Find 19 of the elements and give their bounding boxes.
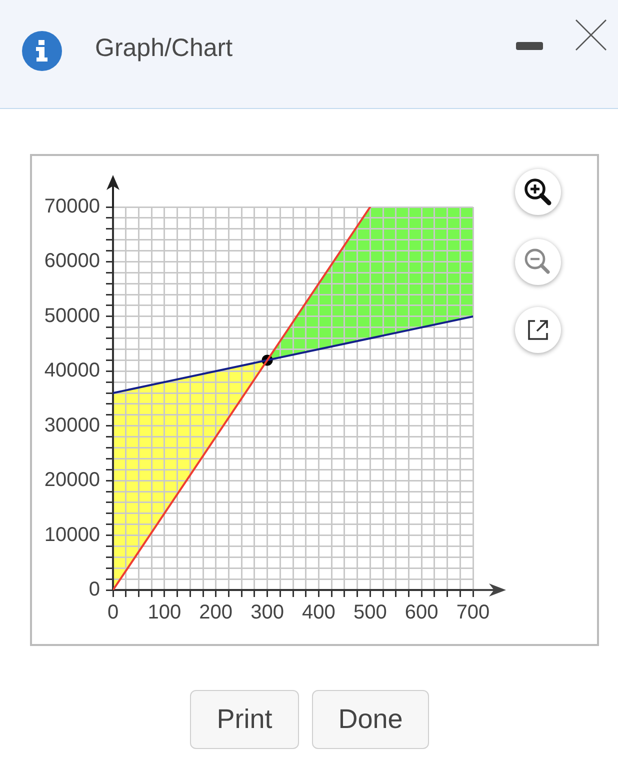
button: Print bbox=[190, 690, 299, 749]
x-tick-label: 0 bbox=[107, 602, 119, 624]
x-tick-label: 600 bbox=[404, 602, 438, 624]
x-tick-label: 700 bbox=[456, 602, 490, 624]
x-tick-label: 100 bbox=[148, 602, 182, 624]
y-tick-label: 30000 bbox=[44, 414, 100, 436]
button: Done bbox=[312, 690, 429, 749]
x-tick-label: 300 bbox=[250, 602, 284, 624]
y-tick-label: 10000 bbox=[44, 524, 100, 546]
y-tick-label: 70000 bbox=[44, 196, 100, 218]
y-tick-label: 60000 bbox=[44, 250, 100, 272]
x-tick-label: 500 bbox=[353, 602, 387, 624]
y-tick-label: 0 bbox=[88, 578, 100, 601]
y-tick-label: 40000 bbox=[44, 360, 100, 382]
x-tick-label: 200 bbox=[199, 602, 233, 624]
y-tick-label: 50000 bbox=[44, 304, 100, 327]
y-tick-label: 20000 bbox=[44, 469, 100, 492]
chart-title: Graph/Chart bbox=[95, 33, 233, 63]
x-tick-label: 400 bbox=[302, 602, 336, 624]
